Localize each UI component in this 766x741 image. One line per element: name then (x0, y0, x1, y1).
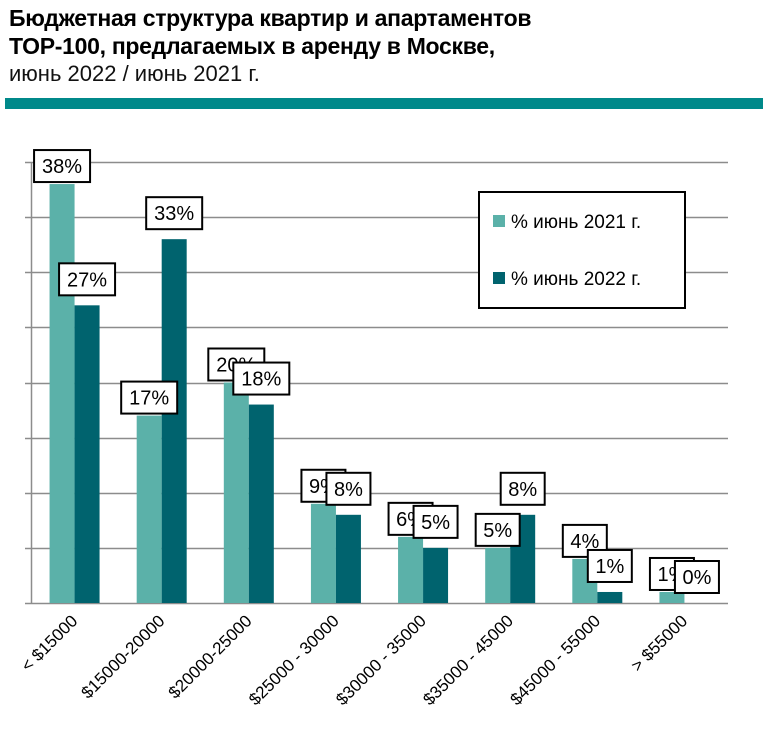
data-label-box (586, 548, 633, 583)
bar-2022-6 (597, 591, 623, 603)
data-label-2022-6: 1% (595, 556, 624, 578)
legend-swatch-2022 (493, 272, 505, 284)
bar-2021-3 (310, 503, 336, 603)
bar-2021-0 (49, 184, 75, 604)
data-label-2021-1: 17% (129, 388, 169, 410)
x-tick-label: $15000-20000 (78, 611, 169, 702)
x-tick-label: $20000-25000 (165, 611, 256, 702)
x-tick-label: < $15000 (17, 611, 81, 675)
data-label-box (474, 512, 521, 547)
x-axis-tick-labels: < $15000$15000-20000$20000-25000$25000 -… (17, 611, 691, 709)
bar-2022-4 (423, 547, 449, 603)
title-underline-bar (5, 98, 763, 109)
bar-2021-5 (485, 547, 511, 603)
data-label-2022-1: 33% (154, 203, 194, 225)
legend-label-2022: % июнь 2022 г. (511, 269, 641, 290)
data-label-2021-5: 5% (483, 520, 512, 542)
bar-2022-0 (74, 305, 100, 603)
data-label-box (325, 471, 372, 506)
bar-2021-2 (223, 382, 249, 603)
x-tick-label: $45000 - 55000 (506, 611, 604, 709)
legend-swatch-2021 (493, 215, 505, 227)
data-label-box (33, 149, 92, 184)
data-label-box (145, 196, 204, 231)
data-label-2022-7: 0% (682, 567, 711, 589)
data-label-2021-6: 4% (570, 531, 599, 553)
chart-title: Бюджетная структура квартир и апартамент… (9, 4, 531, 88)
legend: % июнь 2021 г. % июнь 2022 г. (478, 191, 686, 309)
bar-2022-3 (335, 514, 361, 603)
data-label-box (120, 380, 179, 415)
data-label-2022-3: 8% (334, 479, 363, 501)
data-label-2022-2: 18% (241, 369, 281, 391)
x-tick-label: $35000 - 45000 (419, 611, 517, 709)
legend-label-2021: % июнь 2021 г. (511, 212, 641, 233)
data-label-2022-4: 5% (421, 512, 450, 534)
data-label-2021-0: 38% (42, 156, 82, 178)
data-label-box (58, 262, 117, 297)
data-label-2022-0: 27% (67, 269, 107, 291)
legend-box (478, 191, 686, 309)
bar-2022-2 (248, 404, 274, 603)
data-label-box (673, 560, 720, 594)
x-tick-label: > $55000 (627, 611, 691, 675)
x-tick-label: $30000 - 35000 (332, 611, 430, 709)
bar-2021-4 (398, 536, 424, 603)
bar-2021-7 (659, 591, 685, 603)
title-line-1: Бюджетная структура квартир и апартамент… (9, 5, 532, 31)
data-label-box (232, 361, 291, 396)
data-label-2022-5: 8% (508, 479, 537, 501)
data-label-box (499, 471, 546, 506)
bars (49, 184, 685, 604)
data-labels: 38%17%20%9%6%5%4%1%27%33%18%8%5%8%1%0% (33, 149, 720, 594)
title-subtitle: июнь 2022 / июнь 2021 г. (9, 61, 260, 86)
data-label-box (412, 504, 459, 539)
x-tick-label: $25000 - 30000 (245, 611, 343, 709)
title-line-2: ТОР-100, предлагаемых в аренду в Москве, (9, 33, 495, 59)
bar-2021-1 (136, 415, 162, 603)
bar-2022-1 (161, 239, 187, 604)
